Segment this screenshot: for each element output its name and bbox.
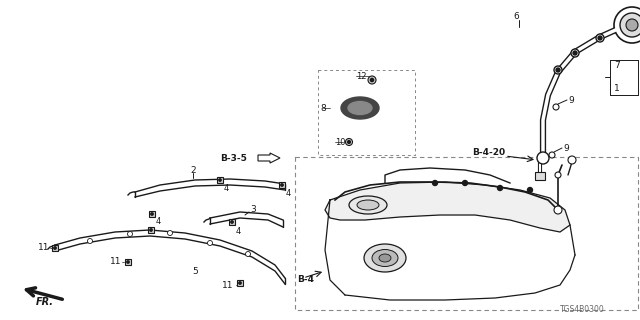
- Text: 2: 2: [190, 165, 196, 174]
- Circle shape: [554, 66, 562, 74]
- Text: 3: 3: [250, 205, 256, 214]
- Circle shape: [626, 19, 638, 31]
- Bar: [149, 211, 155, 217]
- Text: 9: 9: [568, 95, 573, 105]
- Bar: [148, 227, 154, 233]
- Text: 6: 6: [513, 12, 519, 20]
- Text: 4: 4: [236, 227, 241, 236]
- Ellipse shape: [349, 196, 387, 214]
- Circle shape: [231, 221, 233, 223]
- Circle shape: [127, 231, 132, 236]
- Circle shape: [527, 188, 532, 193]
- Circle shape: [556, 68, 560, 72]
- Ellipse shape: [364, 244, 406, 272]
- Bar: [229, 219, 235, 225]
- Bar: [125, 259, 131, 265]
- Circle shape: [596, 34, 604, 42]
- Bar: [217, 177, 223, 183]
- Circle shape: [568, 156, 576, 164]
- Text: 11: 11: [222, 281, 234, 290]
- Ellipse shape: [379, 254, 391, 262]
- Circle shape: [549, 152, 555, 158]
- Bar: [237, 280, 243, 286]
- Text: 11: 11: [38, 244, 49, 252]
- Circle shape: [553, 104, 559, 110]
- Text: B-3-5: B-3-5: [220, 154, 247, 163]
- Text: 4: 4: [224, 183, 229, 193]
- Circle shape: [150, 229, 152, 231]
- Circle shape: [368, 76, 376, 84]
- Ellipse shape: [357, 200, 379, 210]
- Circle shape: [571, 49, 579, 57]
- Circle shape: [555, 172, 561, 178]
- Text: FR.: FR.: [36, 297, 54, 307]
- Bar: [52, 245, 58, 251]
- Text: 5: 5: [192, 268, 198, 276]
- Text: B-4-20: B-4-20: [472, 148, 505, 156]
- Circle shape: [371, 78, 374, 82]
- Text: TGS4B0300: TGS4B0300: [560, 306, 605, 315]
- FancyArrow shape: [258, 153, 280, 163]
- Text: 10: 10: [335, 138, 346, 147]
- Circle shape: [207, 241, 212, 245]
- Text: 1: 1: [614, 84, 620, 92]
- Text: 4: 4: [286, 188, 291, 197]
- Circle shape: [598, 36, 602, 40]
- Circle shape: [127, 261, 129, 263]
- Circle shape: [348, 140, 351, 143]
- Circle shape: [54, 247, 56, 249]
- Circle shape: [620, 13, 640, 37]
- Circle shape: [463, 180, 467, 186]
- Circle shape: [151, 213, 153, 215]
- Text: 8: 8: [320, 103, 326, 113]
- Circle shape: [433, 180, 438, 186]
- Circle shape: [88, 238, 93, 244]
- Circle shape: [554, 206, 562, 214]
- Circle shape: [573, 51, 577, 55]
- Text: 9: 9: [563, 143, 569, 153]
- Polygon shape: [325, 182, 570, 232]
- Ellipse shape: [348, 101, 372, 115]
- Circle shape: [614, 7, 640, 43]
- Text: B-4: B-4: [297, 276, 314, 284]
- Circle shape: [497, 186, 502, 190]
- Circle shape: [537, 152, 549, 164]
- Text: 4: 4: [156, 218, 161, 227]
- Circle shape: [168, 230, 173, 236]
- Bar: [279, 182, 285, 188]
- Circle shape: [219, 179, 221, 181]
- Ellipse shape: [341, 97, 379, 119]
- Ellipse shape: [372, 250, 398, 267]
- Bar: [535, 172, 545, 180]
- Text: 11: 11: [110, 258, 122, 267]
- Circle shape: [246, 252, 250, 257]
- Circle shape: [281, 184, 284, 186]
- Circle shape: [346, 139, 353, 146]
- Text: 12: 12: [356, 71, 367, 81]
- Circle shape: [239, 282, 241, 284]
- Text: 7: 7: [614, 60, 620, 69]
